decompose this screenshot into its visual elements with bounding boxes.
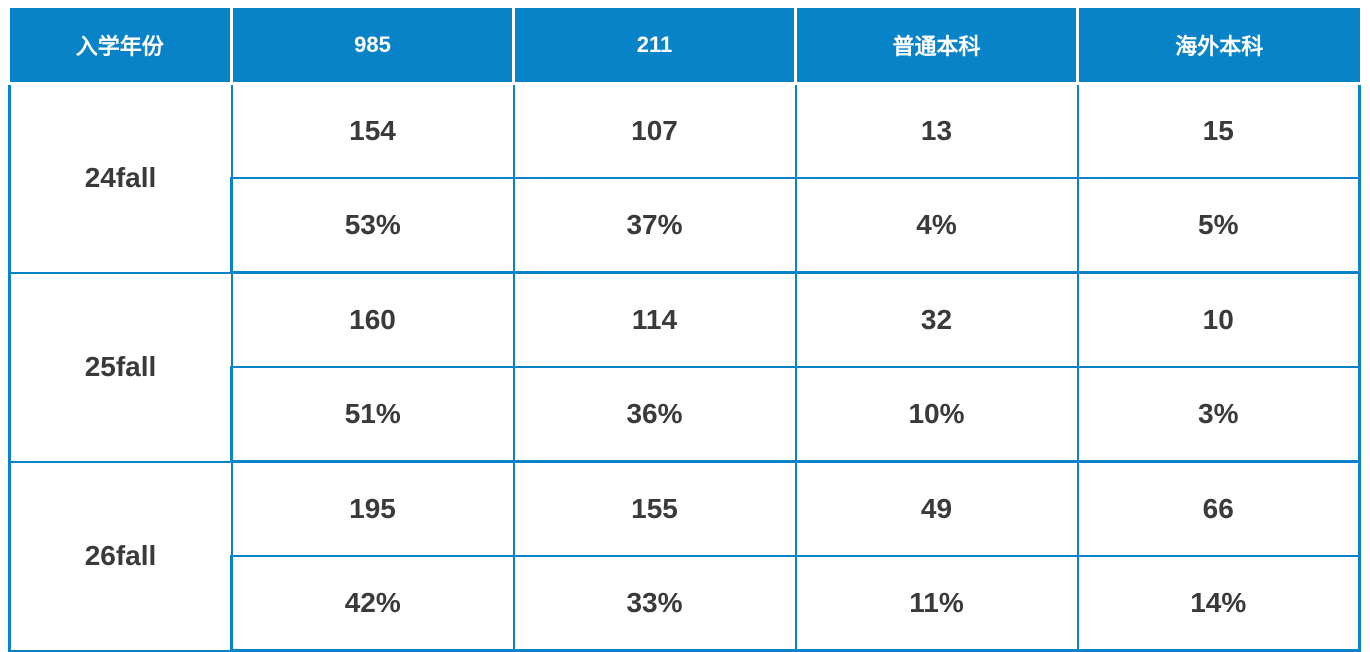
year-cell-24fall: 24fall — [8, 82, 233, 274]
column-header-211: 211 — [512, 8, 797, 85]
table-row-26fall-counts: 26fall 195 155 49 66 — [8, 460, 1361, 652]
column-header-overseas-undergrad: 海外本科 — [1076, 8, 1360, 85]
column-header-enrollment-year: 入学年份 — [9, 8, 233, 85]
percent-cell: 10% — [794, 366, 1079, 463]
column-header-regular-undergrad: 普通本科 — [794, 8, 1079, 85]
percent-cell: 42% — [230, 555, 515, 652]
percent-cell: 53% — [230, 177, 515, 274]
header-row: 入学年份 985 211 普通本科 海外本科 — [9, 8, 1360, 85]
count-cell: 195 — [230, 460, 515, 557]
count-cell: 107 — [512, 82, 797, 179]
count-cell: 114 — [512, 271, 797, 368]
count-cell: 15 — [1076, 82, 1361, 179]
year-cell-25fall: 25fall — [8, 271, 233, 463]
percent-cell: 5% — [1076, 177, 1361, 274]
count-cell: 32 — [794, 271, 1079, 368]
count-cell: 154 — [230, 82, 515, 179]
percent-cell: 51% — [230, 366, 515, 463]
count-cell: 160 — [230, 271, 515, 368]
percent-cell: 11% — [794, 555, 1079, 652]
count-cell: 49 — [794, 460, 1079, 557]
percent-cell: 3% — [1076, 366, 1361, 463]
count-cell: 66 — [1076, 460, 1361, 557]
percent-cell: 37% — [512, 177, 797, 274]
count-cell: 155 — [512, 460, 797, 557]
percent-cell: 36% — [512, 366, 797, 463]
count-cell: 13 — [794, 82, 1079, 179]
percent-cell: 4% — [794, 177, 1079, 274]
table-row-26fall-percents: 42% 33% 11% 14% — [10, 555, 1361, 652]
table-row-25fall-counts: 25fall 160 114 32 10 — [8, 271, 1361, 463]
column-header-985: 985 — [230, 8, 515, 85]
enrollment-table: 入学年份 985 211 普通本科 海外本科 24fall 154 107 13… — [8, 8, 1361, 652]
table-row-24fall-counts: 24fall 154 107 13 15 — [8, 82, 1361, 274]
percent-cell: 33% — [512, 555, 797, 652]
table-row-25fall-percents: 51% 36% 10% 3% — [10, 366, 1361, 463]
count-cell: 10 — [1076, 271, 1361, 368]
table-row-24fall-percents: 53% 37% 4% 5% — [10, 177, 1361, 274]
percent-cell: 14% — [1076, 555, 1361, 652]
year-cell-26fall: 26fall — [8, 460, 233, 652]
